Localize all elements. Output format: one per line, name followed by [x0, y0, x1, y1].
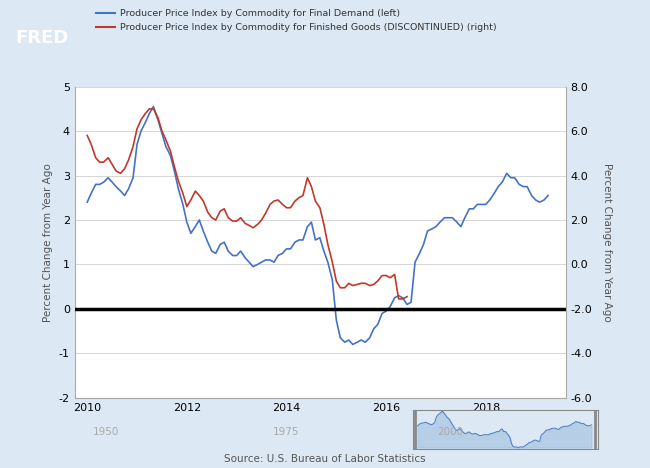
- Text: 2000: 2000: [437, 426, 463, 437]
- Legend: Producer Price Index by Commodity for Final Demand (left), Producer Price Index : Producer Price Index by Commodity for Fi…: [92, 6, 500, 36]
- Text: 1950: 1950: [93, 426, 120, 437]
- Y-axis label: Percent Change from Year Ago: Percent Change from Year Ago: [601, 163, 612, 322]
- Y-axis label: Percent Change from Year Ago: Percent Change from Year Ago: [43, 163, 53, 322]
- Text: 1975: 1975: [273, 426, 300, 437]
- Text: FRED: FRED: [16, 29, 69, 47]
- Text: Source: U.S. Bureau of Labor Statistics: Source: U.S. Bureau of Labor Statistics: [224, 454, 426, 464]
